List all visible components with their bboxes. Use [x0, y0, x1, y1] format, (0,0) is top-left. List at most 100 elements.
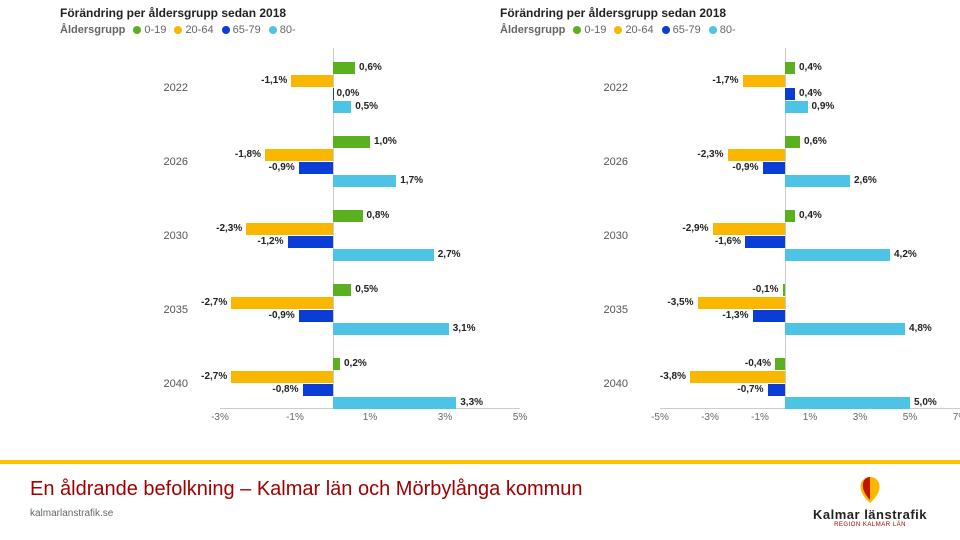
plot-area: -5%-3%-1%1%3%5%7%20220,4%-1,7%0,4%0,9%20… — [500, 44, 940, 424]
bar-label: -0,9% — [269, 162, 295, 173]
bar-label: -1,2% — [257, 236, 283, 247]
bar-label: -1,8% — [235, 149, 261, 160]
chart-title: Förändring per åldersgrupp sedan 2018 — [60, 6, 500, 20]
bar — [785, 249, 890, 261]
bar-label: 1,7% — [400, 175, 423, 186]
bar — [785, 323, 905, 335]
bar — [333, 62, 356, 74]
year-label: 2035 — [152, 304, 188, 316]
logo-text-1: Kalmar länstrafik — [810, 507, 930, 522]
year-label: 2026 — [592, 156, 628, 168]
bar-label: 0,6% — [804, 136, 827, 147]
logo: Kalmar länstrafik REGION KALMAR LÄN — [810, 473, 930, 528]
bar — [745, 236, 785, 248]
x-tick: -5% — [645, 412, 675, 423]
bar-label: -0,1% — [752, 284, 778, 295]
bar — [333, 210, 363, 222]
bar — [333, 175, 397, 187]
bar-label: -2,3% — [216, 223, 242, 234]
bar-label: -1,6% — [715, 236, 741, 247]
bar-label: -0,9% — [732, 162, 758, 173]
year-label: 2040 — [152, 378, 188, 390]
chart-0: Förändring per åldersgrupp sedan 2018 Åld… — [60, 6, 500, 424]
logo-icon — [850, 473, 890, 507]
bar — [763, 162, 786, 174]
bar-label: 3,1% — [453, 323, 476, 334]
bar — [698, 297, 786, 309]
bar-label: 0,6% — [359, 62, 382, 73]
bar-label: 4,8% — [909, 323, 932, 334]
bar-label: 0,5% — [355, 101, 378, 112]
x-tick: -3% — [205, 412, 235, 423]
bar-label: 0,0% — [337, 88, 360, 99]
bar — [231, 297, 332, 309]
year-label: 2040 — [592, 378, 628, 390]
bar-label: 2,6% — [854, 175, 877, 186]
bar-label: -2,7% — [201, 297, 227, 308]
bar — [288, 236, 333, 248]
bar — [713, 223, 786, 235]
bar-label: -0,9% — [269, 310, 295, 321]
bar-label: 0,2% — [344, 358, 367, 369]
x-tick: -1% — [745, 412, 775, 423]
slide: Förändring per åldersgrupp sedan 2018Åld… — [0, 0, 960, 540]
bar — [768, 384, 786, 396]
bar-label: -1,3% — [722, 310, 748, 321]
x-tick: 7% — [945, 412, 960, 423]
bar-label: -3,8% — [660, 371, 686, 382]
bar-label: 3,3% — [460, 397, 483, 408]
bar — [333, 397, 457, 409]
footer-url: kalmarlanstrafik.se — [30, 508, 113, 519]
bar — [333, 323, 449, 335]
bar — [303, 384, 333, 396]
bar-label: -2,7% — [201, 371, 227, 382]
bar-label: -1,1% — [261, 75, 287, 86]
bar — [743, 75, 786, 87]
x-tick: -3% — [695, 412, 725, 423]
chart-1: Förändring per åldersgrupp sedan 2018Åld… — [500, 6, 940, 424]
bar — [333, 284, 352, 296]
bar — [265, 149, 333, 161]
bar-label: 0,5% — [355, 284, 378, 295]
bar — [690, 371, 785, 383]
bar — [333, 136, 371, 148]
bar-label: 1,0% — [374, 136, 397, 147]
bar-label: 0,4% — [799, 210, 822, 221]
year-label: 2030 — [592, 230, 628, 242]
bar-label: -1,7% — [712, 75, 738, 86]
legend: Åldersgrupp0-1920-6465-7980- — [60, 24, 500, 36]
legend: Åldersgrupp0-1920-6465-7980- — [500, 24, 940, 36]
bar — [785, 88, 795, 100]
bar — [785, 62, 795, 74]
bar — [333, 249, 434, 261]
plot-area: -3%-1%1%3%5%20220,6%-1,1%0,0%0,5%20261,0… — [60, 44, 500, 424]
footer: En åldrande befolkning – Kalmar län och … — [0, 460, 960, 540]
bar — [785, 101, 808, 113]
bar-label: -3,5% — [667, 297, 693, 308]
bar — [299, 310, 333, 322]
year-label: 2022 — [592, 82, 628, 94]
year-label: 2026 — [152, 156, 188, 168]
bar — [333, 358, 341, 370]
bar-label: -2,9% — [682, 223, 708, 234]
bar — [333, 88, 334, 100]
bar — [785, 210, 795, 222]
logo-text-2: REGION KALMAR LÄN — [810, 522, 930, 528]
bar-label: -0,4% — [745, 358, 771, 369]
year-label: 2035 — [592, 304, 628, 316]
accent-bar — [0, 460, 960, 464]
bar-label: 0,9% — [812, 101, 835, 112]
bar-label: -2,3% — [697, 149, 723, 160]
bar-label: -0,8% — [272, 384, 298, 395]
bar — [728, 149, 786, 161]
bar-label: 0,4% — [799, 62, 822, 73]
bar-label: 4,2% — [894, 249, 917, 260]
x-tick: 1% — [355, 412, 385, 423]
x-tick: 3% — [430, 412, 460, 423]
bar-label: 0,4% — [799, 88, 822, 99]
year-label: 2030 — [152, 230, 188, 242]
bar — [333, 101, 352, 113]
year-label: 2022 — [152, 82, 188, 94]
bar — [246, 223, 332, 235]
bar-label: 0,8% — [367, 210, 390, 221]
